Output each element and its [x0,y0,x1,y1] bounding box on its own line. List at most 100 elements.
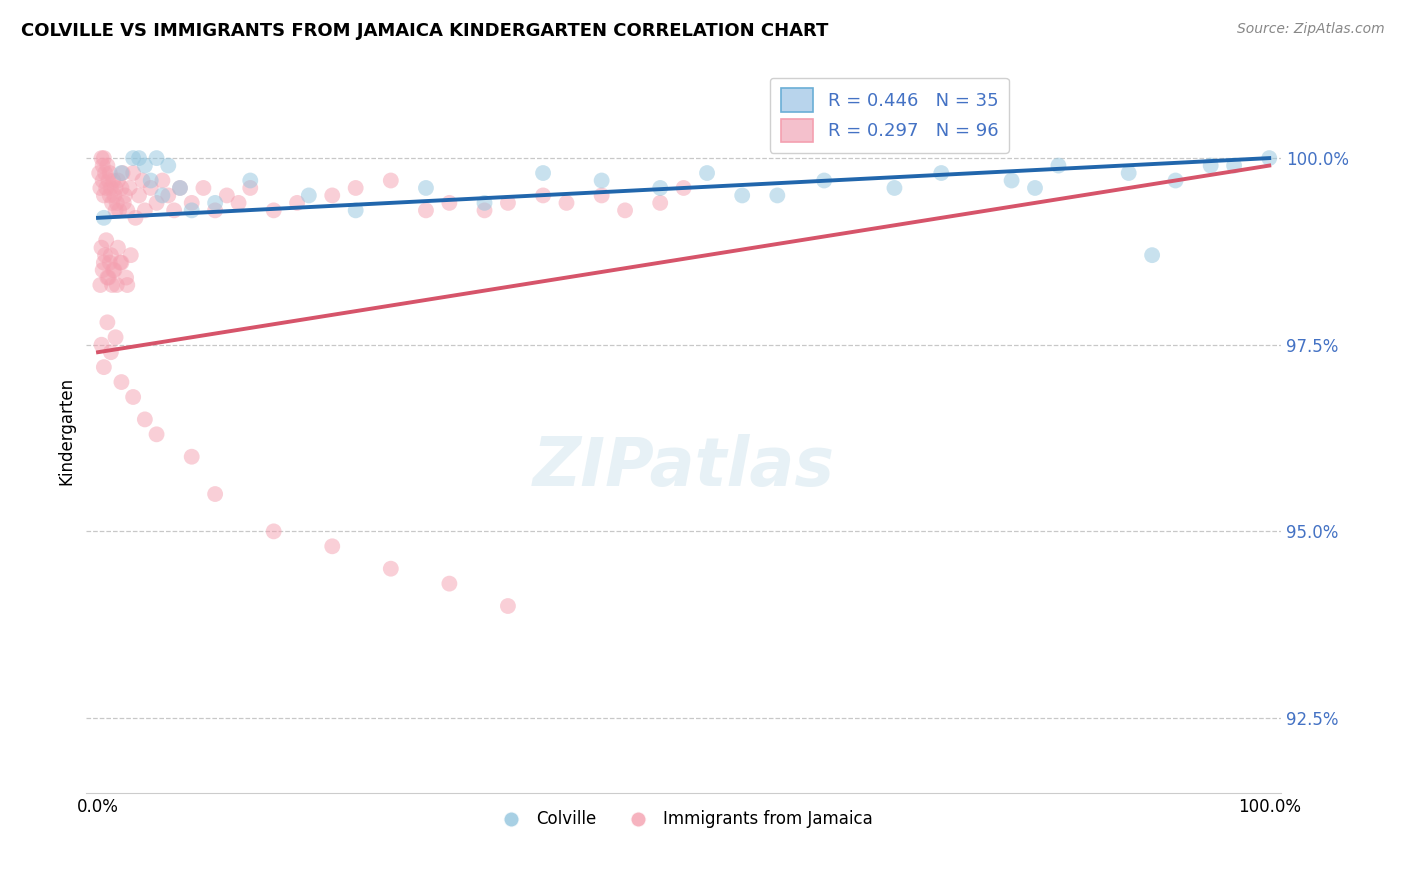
Point [180,450,202,464]
Point [1118,166,1140,180]
Point [496,195,519,210]
Point [96,270,118,285]
Point [496,599,519,613]
Point [263,524,285,539]
Text: ZIPatlas: ZIPatlas [533,434,835,500]
Point [91,173,114,187]
Point [89,278,111,293]
Point [169,181,191,195]
Point [672,181,695,195]
Point [103,263,125,277]
Point [103,188,125,202]
Point [650,195,672,210]
Point [474,203,496,218]
Point [321,539,343,553]
Point [98,188,121,202]
Point [110,255,132,269]
Point [474,195,496,210]
Y-axis label: Kindergarten: Kindergarten [58,376,75,484]
Point [1024,181,1046,195]
Point [96,159,118,173]
Point [128,151,150,165]
Point [239,173,262,187]
Text: Source: ZipAtlas.com: Source: ZipAtlas.com [1237,22,1385,37]
Point [321,188,343,202]
Point [90,241,112,255]
Point [157,159,180,173]
Point [180,195,202,210]
Text: COLVILLE VS IMMIGRANTS FROM JAMAICA KINDERGARTEN CORRELATION CHART: COLVILLE VS IMMIGRANTS FROM JAMAICA KIND… [21,22,828,40]
Point [98,166,121,180]
Point [122,151,145,165]
Point [112,195,135,210]
Point [134,203,156,218]
Point [110,181,132,195]
Point [439,195,461,210]
Point [1000,173,1022,187]
Point [89,181,111,195]
Point [128,188,150,202]
Point [117,278,139,293]
Point [415,203,437,218]
Point [110,255,132,269]
Point [98,255,121,269]
Point [193,181,215,195]
Point [97,270,120,285]
Point [1164,173,1187,187]
Point [91,159,114,173]
Point [93,188,115,202]
Point [883,181,905,195]
Point [145,195,167,210]
Point [731,188,754,202]
Point [285,195,308,210]
Point [100,248,122,262]
Point [93,360,115,375]
Point [813,173,835,187]
Point [1223,159,1246,173]
Point [93,255,115,269]
Point [105,195,128,210]
Point [107,241,129,255]
Point [96,181,118,195]
Point [180,203,202,218]
Point [1047,159,1070,173]
Point [591,188,613,202]
Point [157,188,180,202]
Point [239,181,262,195]
Point [110,166,132,180]
Point [531,166,554,180]
Point [93,151,115,165]
Point [204,203,226,218]
Point [298,188,321,202]
Point [766,188,789,202]
Point [591,173,613,187]
Point [96,233,118,247]
Point [104,330,127,344]
Point [380,173,402,187]
Point [204,195,226,210]
Point [91,263,114,277]
Point [139,173,162,187]
Point [344,181,367,195]
Point [152,188,174,202]
Point [96,315,118,329]
Point [1140,248,1163,262]
Point [134,412,156,426]
Point [215,188,238,202]
Point [344,203,367,218]
Point [696,166,718,180]
Point [90,151,112,165]
Point [169,181,191,195]
Legend: Colville, Immigrants from Jamaica: Colville, Immigrants from Jamaica [488,804,880,835]
Point [1199,159,1222,173]
Point [101,195,124,210]
Point [107,173,129,187]
Point [139,181,162,195]
Point [104,181,127,195]
Point [89,166,111,180]
Point [163,203,186,218]
Point [145,151,167,165]
Point [108,203,131,218]
Point [555,195,578,210]
Point [100,181,122,195]
